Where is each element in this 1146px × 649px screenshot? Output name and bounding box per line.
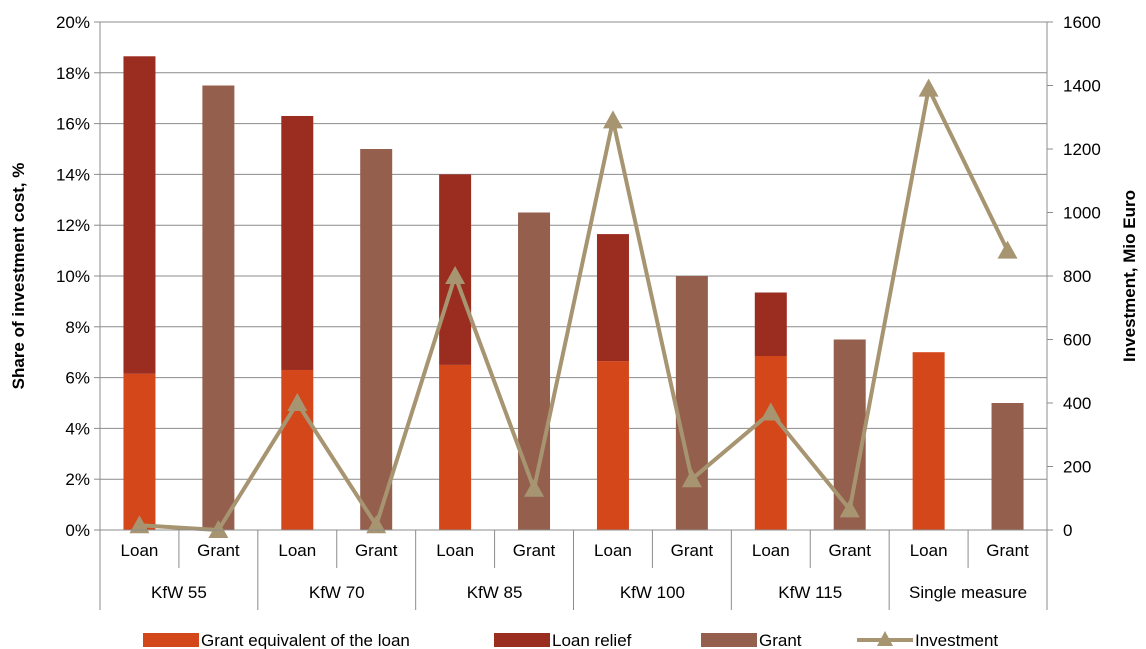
bars: [123, 56, 1024, 530]
y-tick-label: 6%: [65, 369, 90, 388]
legend-swatch: [143, 633, 199, 647]
y2-tick-label: 600: [1063, 331, 1091, 350]
bar: [754, 292, 787, 357]
y-tick-label: 8%: [65, 318, 90, 337]
bar: [991, 403, 1024, 530]
subcategory-label: Grant: [986, 541, 1029, 560]
y-tick-label: 2%: [65, 470, 90, 489]
investment-point: [918, 78, 939, 97]
legend: Grant equivalent of the loan Loan relief G…: [143, 631, 998, 649]
investment-point: [839, 499, 860, 518]
bar: [596, 361, 629, 530]
y2-tick-label: 800: [1063, 267, 1091, 286]
subcategory-label: Loan: [594, 541, 632, 560]
bar: [281, 115, 314, 370]
investment-point: [602, 110, 623, 129]
subcategory-label: Loan: [910, 541, 948, 560]
y-tick-label: 14%: [56, 165, 90, 184]
bar: [675, 276, 708, 530]
subcategory-label: Loan: [121, 541, 159, 560]
y-tick-label: 20%: [56, 13, 90, 32]
bar: [123, 56, 156, 374]
legend-label: Grant: [759, 631, 802, 649]
group-label: KfW 85: [467, 583, 523, 602]
subcategory-label: Loan: [278, 541, 316, 560]
investment-line: [129, 78, 1018, 538]
y-tick-label: 18%: [56, 64, 90, 83]
investment-point: [287, 393, 308, 411]
tick-labels: 0% 2% 4% 6% 8% 10% 12% 14% 16% 18% 20% 0 200 400 600 80…: [56, 13, 1101, 540]
axes: [94, 21, 1053, 610]
bar: [202, 85, 235, 530]
subcategory-label: Grant: [671, 541, 714, 560]
subcategory-label: Loan: [752, 541, 790, 560]
y2-tick-label: 200: [1063, 458, 1091, 477]
y2-tick-label: 0: [1063, 521, 1072, 540]
legend-label: Grant equivalent of the loan: [201, 631, 410, 649]
legend-label: Investment: [915, 631, 998, 649]
investment-line-path: [139, 86, 1010, 532]
investment-point: [997, 240, 1018, 259]
bar: [518, 212, 551, 530]
gridlines: [100, 21, 1047, 531]
category-labels: Loan Grant KfW 55 Loan Grant KfW 70 Loan Grant K…: [121, 541, 1030, 602]
group-label: KfW 70: [309, 583, 365, 602]
subcategory-label: Grant: [197, 541, 240, 560]
bar: [754, 356, 787, 530]
investment-point: [524, 478, 545, 497]
y-tick-label: 12%: [56, 216, 90, 235]
investment-point: [366, 515, 387, 534]
bar: [912, 352, 945, 530]
bar: [596, 234, 629, 362]
group-label: Single measure: [909, 583, 1027, 602]
y2-axis-title: Investment, Mio Euro: [1120, 190, 1139, 362]
bar: [123, 373, 156, 530]
investment-point: [208, 520, 229, 538]
y2-tick-label: 400: [1063, 394, 1091, 413]
legend-marker: [877, 631, 893, 646]
y-tick-label: 0%: [65, 521, 90, 540]
investment-point: [445, 266, 466, 284]
investment-point: [129, 515, 150, 534]
y2-tick-label: 1200: [1063, 140, 1101, 159]
bar: [360, 149, 393, 530]
investment-point: [681, 469, 702, 488]
y-tick-label: 10%: [56, 267, 90, 286]
subcategory-label: Grant: [828, 541, 871, 560]
y2-tick-label: 1000: [1063, 204, 1101, 223]
y2-tick-label: 1400: [1063, 77, 1101, 96]
y-tick-label: 4%: [65, 419, 90, 438]
subcategory-label: Grant: [513, 541, 556, 560]
legend-label: Loan relief: [552, 631, 632, 649]
subcategory-label: Loan: [436, 541, 474, 560]
y-axis-title: Share of investment cost, %: [9, 163, 28, 390]
group-label: KfW 55: [151, 583, 207, 602]
y2-tick-label: 1600: [1063, 13, 1101, 32]
subcategory-label: Grant: [355, 541, 398, 560]
y-tick-label: 16%: [56, 115, 90, 134]
group-label: KfW 115: [778, 583, 842, 602]
group-label: KfW 100: [620, 583, 685, 602]
investment-point: [760, 402, 781, 421]
legend-swatch: [701, 633, 757, 647]
legend-swatch: [494, 633, 550, 647]
bar: [439, 364, 472, 530]
